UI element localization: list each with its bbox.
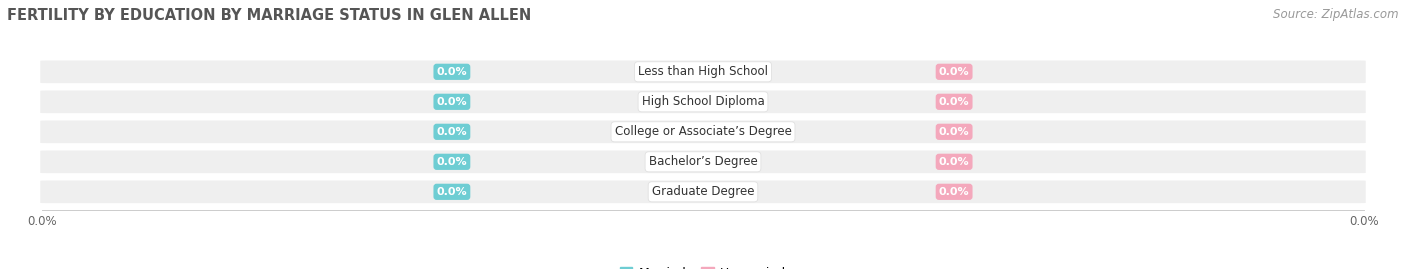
Legend: Married, Unmarried: Married, Unmarried bbox=[614, 262, 792, 269]
FancyBboxPatch shape bbox=[39, 89, 1367, 115]
Text: Graduate Degree: Graduate Degree bbox=[652, 185, 754, 198]
Text: 0.0%: 0.0% bbox=[437, 187, 467, 197]
FancyBboxPatch shape bbox=[39, 179, 1367, 204]
Text: 0.0%: 0.0% bbox=[939, 187, 969, 197]
Text: Less than High School: Less than High School bbox=[638, 65, 768, 78]
Text: 0.0%: 0.0% bbox=[437, 127, 467, 137]
Text: 0.0%: 0.0% bbox=[437, 67, 467, 77]
Text: 0.0%: 0.0% bbox=[939, 97, 969, 107]
Text: 0.0%: 0.0% bbox=[437, 157, 467, 167]
FancyBboxPatch shape bbox=[39, 119, 1367, 144]
Text: 0.0%: 0.0% bbox=[437, 97, 467, 107]
Text: High School Diploma: High School Diploma bbox=[641, 95, 765, 108]
Text: FERTILITY BY EDUCATION BY MARRIAGE STATUS IN GLEN ALLEN: FERTILITY BY EDUCATION BY MARRIAGE STATU… bbox=[7, 8, 531, 23]
Text: College or Associate’s Degree: College or Associate’s Degree bbox=[614, 125, 792, 138]
Text: Source: ZipAtlas.com: Source: ZipAtlas.com bbox=[1274, 8, 1399, 21]
Text: Bachelor’s Degree: Bachelor’s Degree bbox=[648, 155, 758, 168]
FancyBboxPatch shape bbox=[39, 149, 1367, 175]
Text: 0.0%: 0.0% bbox=[939, 67, 969, 77]
Text: 0.0%: 0.0% bbox=[939, 157, 969, 167]
Text: 0.0%: 0.0% bbox=[939, 127, 969, 137]
FancyBboxPatch shape bbox=[39, 59, 1367, 84]
